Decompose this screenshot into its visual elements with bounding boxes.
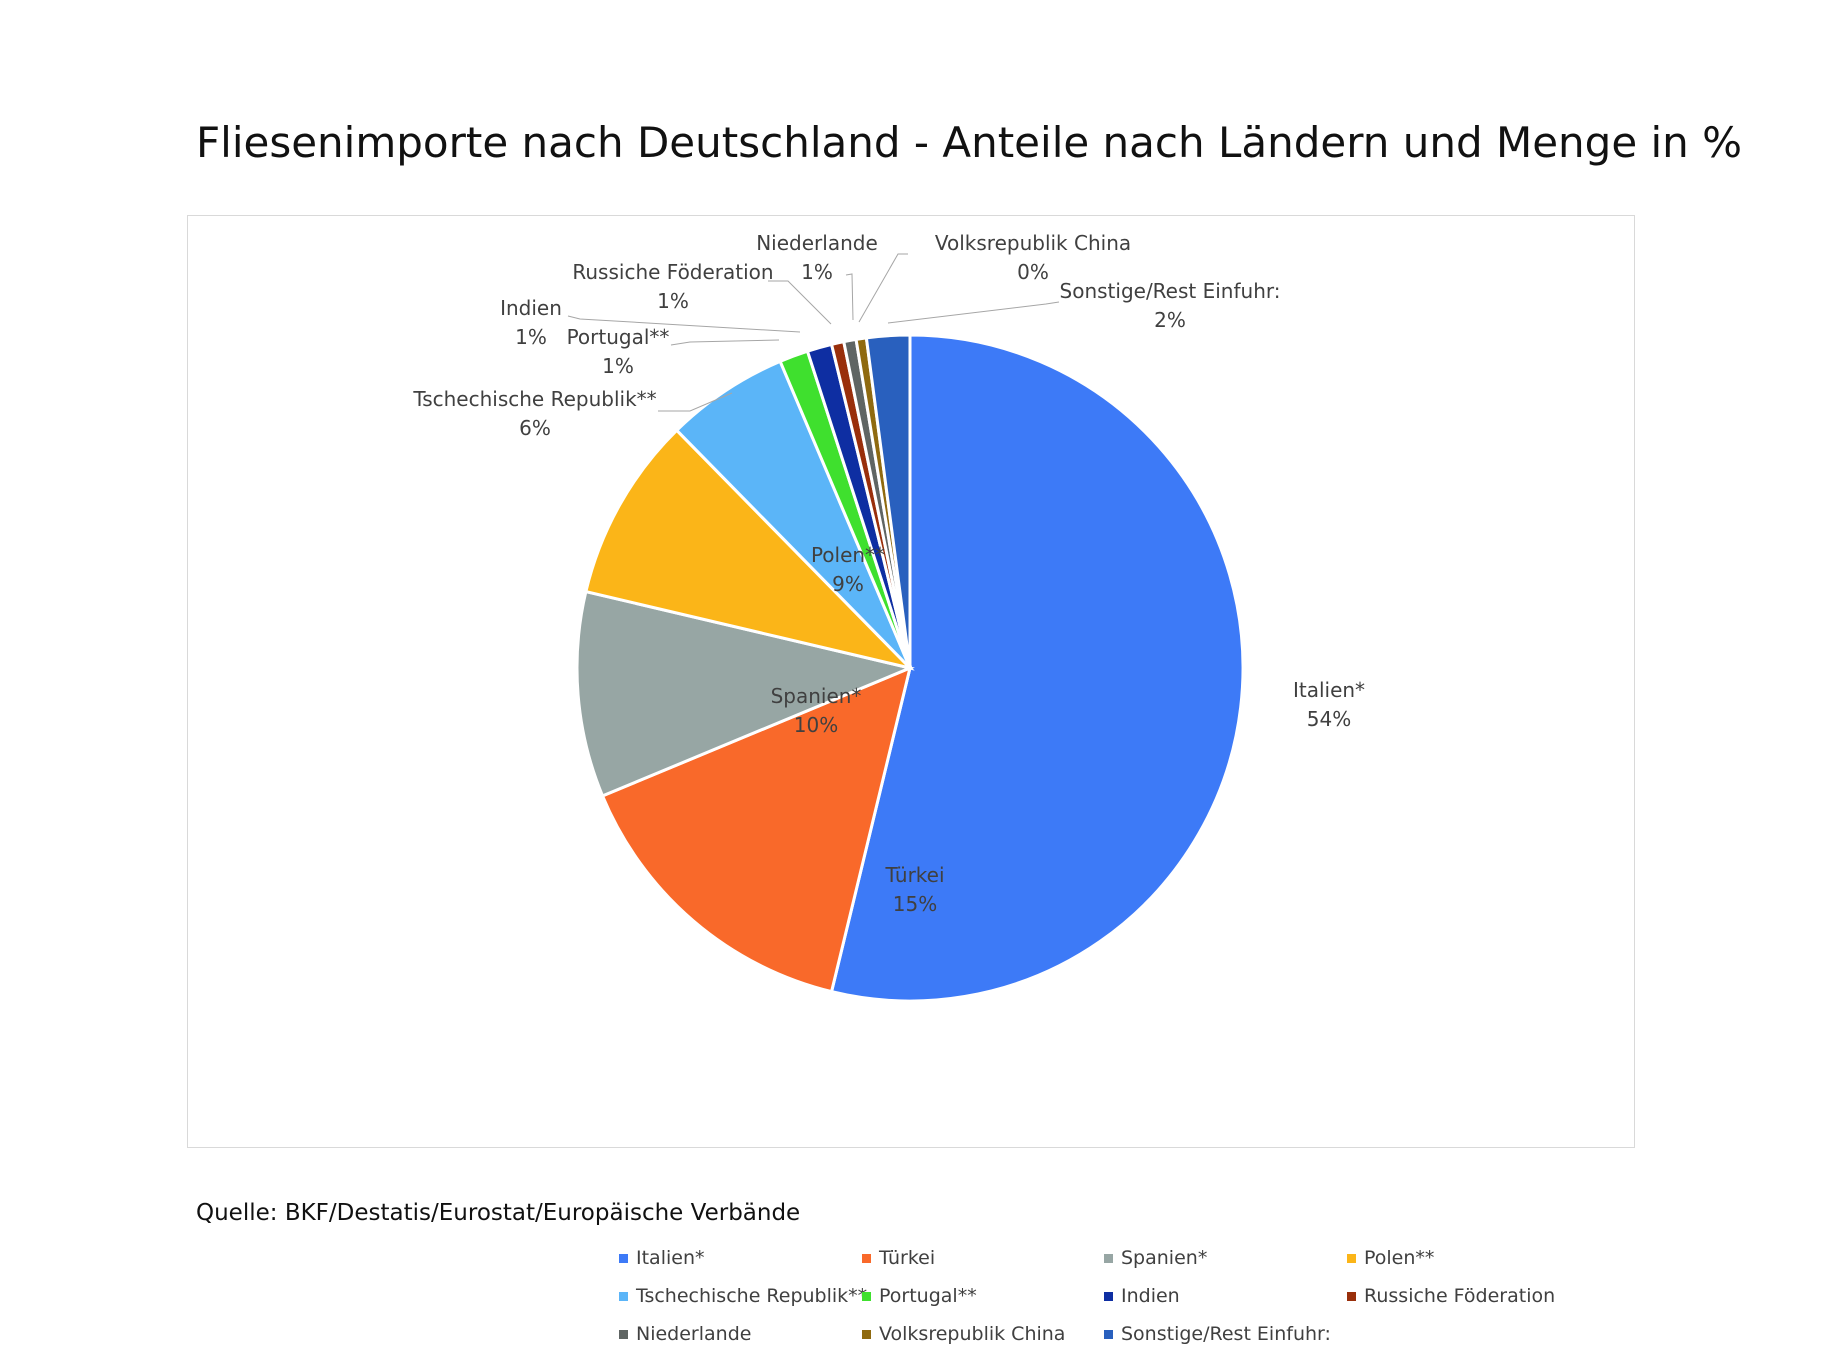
legend-item-11: Sonstige/Rest Einfuhr: bbox=[1104, 1323, 1331, 1345]
slice-label-4: Polen** 9% bbox=[811, 543, 885, 596]
legend-item-3: Spanien* bbox=[1104, 1247, 1207, 1269]
pie-slice-5 bbox=[674, 359, 912, 670]
legend-item-5: Tschechische Republik** bbox=[619, 1285, 867, 1307]
legend-label: Tschechische Republik** bbox=[636, 1285, 868, 1307]
legend-item-7: Indien bbox=[1104, 1285, 1180, 1307]
legend-label: Sonstige/Rest Einfuhr: bbox=[1121, 1323, 1331, 1345]
legend-item-6: Portugal** bbox=[862, 1285, 977, 1307]
legend-swatch bbox=[1347, 1253, 1356, 1263]
source-note: Quelle: BKF/Destatis/Eurostat/Europäisch… bbox=[196, 1200, 801, 1226]
slice-label-2: Türkei 15% bbox=[884, 863, 944, 916]
legend-label: Indien bbox=[1121, 1285, 1180, 1307]
legend-label: Polen** bbox=[1364, 1247, 1435, 1269]
leader-line-7 bbox=[567, 315, 801, 333]
legend-swatch bbox=[862, 1253, 871, 1263]
leader-line-11 bbox=[887, 301, 1060, 324]
leader-line-8 bbox=[768, 280, 832, 325]
legend-item-2: Türkei bbox=[862, 1247, 935, 1269]
legend-swatch bbox=[619, 1291, 628, 1301]
legend-label: Russiche Föderation bbox=[1364, 1285, 1556, 1307]
legend-swatch bbox=[1104, 1329, 1113, 1339]
leader-line-5 bbox=[658, 392, 733, 412]
legend-swatch bbox=[1104, 1291, 1113, 1301]
slice-label-1: Italien* 54% bbox=[1293, 678, 1365, 731]
callout-label-5: Tschechische Republik** 6% bbox=[412, 387, 656, 440]
legend-label: Italien* bbox=[636, 1247, 705, 1269]
leader-line-10 bbox=[858, 253, 908, 323]
leader-line-6 bbox=[670, 339, 780, 346]
legend-item-1: Italien* bbox=[619, 1247, 705, 1269]
chart-frame: Italien* 54% Türkei 15% Spanien* 10% Polen** 9%… bbox=[187, 215, 1635, 1345]
pie-slice-3 bbox=[575, 589, 915, 798]
callout-label-7: Indien 1% bbox=[500, 296, 562, 349]
legend-item-8: Russiche Föderation bbox=[1347, 1285, 1555, 1307]
callout-label-8: Russiche Föderation 1% bbox=[572, 260, 773, 313]
legend-label: Spanien* bbox=[1121, 1247, 1208, 1269]
legend-swatch bbox=[1104, 1253, 1113, 1263]
callout-label-10: Volksrepublik China 0% bbox=[935, 231, 1131, 284]
leader-line-9 bbox=[845, 273, 854, 321]
callout-label-6: Portugal** 1% bbox=[567, 325, 670, 378]
legend-swatch bbox=[619, 1253, 628, 1263]
pie-chart: Italien* 54% Türkei 15% Spanien* 10% Polen** 9%… bbox=[412, 231, 1365, 1003]
legend-label: Portugal** bbox=[879, 1285, 977, 1307]
legend-swatch bbox=[619, 1329, 628, 1339]
legend-label: Niederlande bbox=[636, 1323, 752, 1345]
page-title: Fliesenimporte nach Deutschland - Anteil… bbox=[196, 118, 1743, 167]
legend-swatch bbox=[862, 1291, 871, 1301]
pie-slice-2 bbox=[600, 665, 913, 994]
pie-slice-4 bbox=[584, 428, 915, 671]
slice-label-3: Spanien* 10% bbox=[771, 684, 862, 737]
legend-item-9: Niederlande bbox=[619, 1323, 751, 1345]
legend-item-10: Volksrepublik China bbox=[862, 1323, 1065, 1345]
legend-swatch bbox=[862, 1329, 871, 1339]
pie-slice-1 bbox=[829, 333, 1245, 1003]
callout-label-9: Niederlande 1% bbox=[756, 231, 878, 284]
legend-label: Türkei bbox=[879, 1247, 936, 1269]
pie-slice-11 bbox=[864, 333, 912, 669]
legend-item-4: Polen** bbox=[1347, 1247, 1434, 1269]
legend-swatch bbox=[1347, 1291, 1356, 1301]
legend-label: Volksrepublik China bbox=[879, 1323, 1066, 1345]
callout-label-11: Sonstige/Rest Einfuhr: 2% bbox=[1060, 279, 1281, 332]
